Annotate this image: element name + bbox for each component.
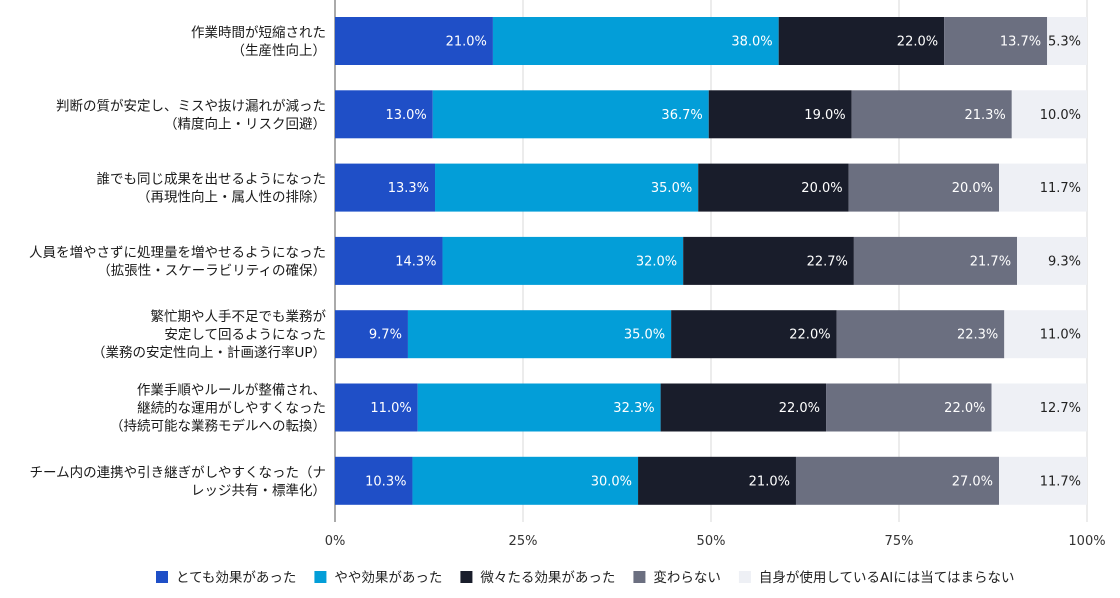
- bar-segment: [335, 383, 418, 432]
- category-label: 誰でも同じ成果を出せるようになった（再現性向上・属人性の排除）: [97, 172, 327, 206]
- bar-segment: [1011, 90, 1087, 139]
- bar-segment: [417, 383, 661, 432]
- data-label: 12.7%: [1040, 401, 1081, 416]
- bar-segment: [795, 456, 1000, 505]
- bar-segment: [683, 236, 854, 285]
- data-label: 9.7%: [369, 328, 402, 343]
- data-label: 35.0%: [624, 328, 665, 343]
- category-label: 作業時間が短縮された（生産性向上）: [191, 25, 326, 59]
- legend-swatch: [314, 571, 327, 583]
- bars: 21.0% 38.0% 22.0% 13.7% 5.3% 13.0% 36.7% 19.0% 2…: [335, 17, 1087, 505]
- bar-segment: [1017, 236, 1087, 285]
- data-label: 22.0%: [779, 401, 820, 416]
- bar-segment: [335, 456, 413, 505]
- data-label: 22.0%: [944, 401, 985, 416]
- data-label: 27.0%: [952, 474, 993, 489]
- bar-segment: [991, 383, 1087, 432]
- data-label: 13.3%: [388, 181, 429, 196]
- bar-segment: [660, 383, 827, 432]
- legend-label: 変わらない: [653, 569, 721, 586]
- bar-segment: [671, 310, 837, 359]
- data-label: 22.0%: [897, 35, 938, 50]
- data-label: 36.7%: [661, 108, 702, 123]
- bar-segment: [407, 310, 672, 359]
- legend-label: とても効果があった: [176, 570, 296, 586]
- x-tick-label: 25%: [509, 534, 538, 549]
- bar-segment: [999, 163, 1087, 212]
- bar-segment: [335, 90, 433, 139]
- bar-segment: [999, 456, 1087, 505]
- bar-segment: [826, 383, 992, 432]
- data-label: 30.0%: [591, 474, 632, 489]
- data-label: 32.0%: [636, 254, 677, 269]
- data-label: 21.0%: [749, 474, 790, 489]
- category-label: 繁忙期や人手不足でも業務が安定して回るようになった（業務の安定性向上・計画遂行率…: [92, 309, 327, 361]
- legend-swatch: [460, 571, 473, 583]
- data-label: 22.3%: [957, 328, 998, 343]
- data-label: 9.3%: [1048, 254, 1081, 269]
- x-tick-label: 75%: [885, 534, 914, 549]
- data-label: 5.3%: [1048, 35, 1081, 50]
- data-label: 21.0%: [446, 35, 487, 50]
- category-label: 人員を増やさずに処理量を増やせるようになった（拡張性・スケーラビリティの確保）: [29, 245, 326, 279]
- category-labels: 作業時間が短縮された（生産性向上） 判断の質が安定し、ミスや抜け漏れが減った（精度…: [29, 25, 326, 499]
- x-tick-label: 50%: [697, 534, 726, 549]
- bar-segment: [335, 236, 443, 285]
- bar-segment: [944, 17, 1048, 65]
- legend-label: 微々たる効果があった: [480, 570, 615, 586]
- bar-segment: [698, 163, 849, 212]
- data-label: 11.0%: [370, 401, 411, 416]
- data-label: 21.3%: [964, 108, 1005, 123]
- bar-segment: [638, 456, 796, 505]
- data-label: 35.0%: [651, 181, 692, 196]
- legend-label: 自身が使用しているAIには当てはまらない: [759, 569, 1015, 586]
- legend-swatch: [156, 571, 168, 583]
- data-label: 13.0%: [385, 108, 426, 123]
- legend-swatch: [633, 571, 646, 583]
- bar-segment: [412, 456, 639, 505]
- bar-segment: [335, 310, 408, 359]
- bar-segment: [848, 163, 1000, 212]
- x-tick-label: 100%: [1068, 534, 1105, 549]
- bar-segment: [851, 90, 1012, 139]
- data-label: 14.3%: [395, 254, 436, 269]
- data-label: 10.0%: [1040, 108, 1081, 123]
- bar-segment: [708, 90, 852, 139]
- data-label: 32.3%: [613, 401, 654, 416]
- legend-label: やや効果があった: [334, 570, 442, 586]
- data-label: 10.3%: [365, 474, 406, 489]
- category-label: 作業手順やルールが整備され、継続的な運用がしやすくなった（持続可能な業務モデルへ…: [110, 383, 326, 435]
- bar-segment: [492, 17, 779, 65]
- data-label: 38.0%: [731, 35, 772, 50]
- bar-segment: [435, 163, 699, 212]
- category-label: 判断の質が安定し、ミスや抜け漏れが減った（精度向上・リスク回避）: [56, 97, 326, 132]
- bar-segment: [335, 17, 493, 65]
- x-axis-ticks: 0% 25% 50% 75% 100%: [325, 534, 1106, 549]
- bar-segment: [432, 90, 709, 139]
- bar-segment: [442, 236, 684, 285]
- data-label: 22.7%: [807, 254, 848, 269]
- data-label: 13.7%: [1000, 35, 1041, 50]
- data-label: 19.0%: [804, 108, 845, 123]
- data-label: 20.0%: [952, 181, 993, 196]
- data-label: 11.7%: [1040, 181, 1081, 196]
- legend-swatch: [738, 571, 751, 583]
- category-label: チーム内の連携や引き継ぎがしやすくなった（ナレッジ共有・標準化）: [30, 465, 326, 499]
- bar-segment: [1004, 310, 1087, 359]
- bar-segment: [778, 17, 945, 65]
- data-label: 20.0%: [801, 181, 842, 196]
- data-label: 11.7%: [1040, 474, 1081, 489]
- bar-segment: [853, 236, 1018, 285]
- data-label: 22.0%: [789, 328, 830, 343]
- data-label: 11.0%: [1040, 328, 1081, 343]
- data-label: 21.7%: [970, 254, 1011, 269]
- legend: とても効果があった やや効果があった 微々たる効果があった 変わらない 自身が使用してい…: [156, 569, 1014, 586]
- x-tick-label: 0%: [325, 534, 346, 549]
- bar-segment: [1047, 17, 1087, 65]
- bar-segment: [836, 310, 1005, 359]
- bar-segment: [335, 163, 436, 212]
